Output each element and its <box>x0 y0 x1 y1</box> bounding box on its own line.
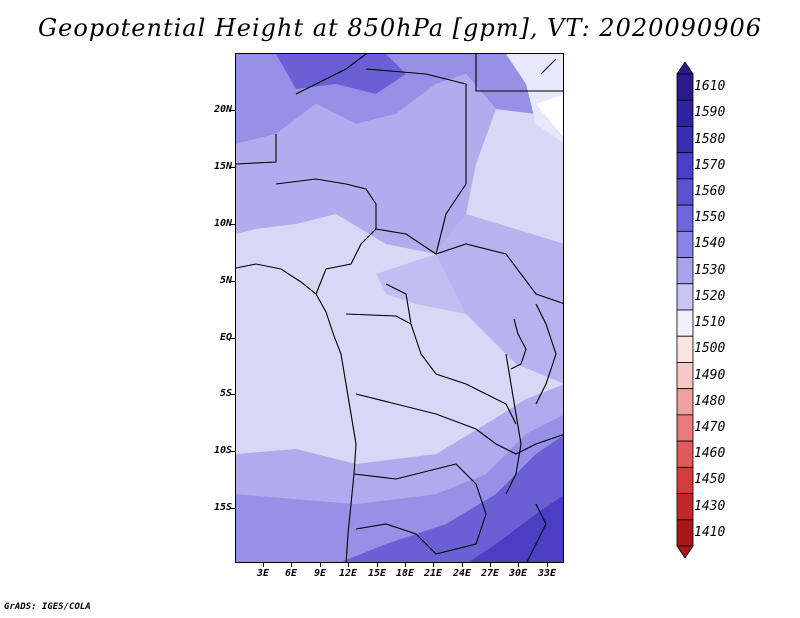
lon-tick-mark <box>433 563 434 567</box>
lat-tick-label: 15N <box>213 161 232 172</box>
legend-level-label: 1520 <box>694 288 726 304</box>
legend-swatch <box>676 230 694 258</box>
lon-tick-mark <box>348 563 349 567</box>
color-legend-bar <box>676 62 694 558</box>
legend-arrow-top <box>676 62 694 75</box>
lon-tick-label: 24E <box>452 568 472 579</box>
legend-level-label: 1500 <box>694 341 726 357</box>
lon-tick-mark <box>547 563 548 567</box>
legend-level-label: 1470 <box>694 420 726 435</box>
legend-level-label: 1590 <box>694 105 726 121</box>
lon-tick-mark <box>462 563 463 567</box>
legend-level-label: 1540 <box>694 236 726 252</box>
lat-tick-mark <box>230 394 235 395</box>
legend-level-label: 1580 <box>694 131 726 147</box>
lat-tick-label: 20N <box>213 104 232 115</box>
lon-tick-label: 9E <box>313 568 327 579</box>
legend-swatch <box>676 440 694 468</box>
lon-tick-mark <box>320 563 321 567</box>
legend-swatch <box>676 388 694 416</box>
legend-level-label: 1530 <box>694 262 726 278</box>
legend-level-label: 1510 <box>694 315 726 331</box>
legend-swatch <box>676 493 694 521</box>
legend-level-label: 1550 <box>694 210 726 226</box>
legend-swatch <box>676 466 694 494</box>
lon-tick-label: 12E <box>338 568 358 579</box>
legend-level-label: 1610 <box>694 79 726 95</box>
lon-tick-mark <box>490 563 491 567</box>
lon-tick-mark <box>405 563 406 567</box>
lat-tick-label: EQ <box>219 332 232 343</box>
lat-tick-label: 15S <box>213 502 232 513</box>
lon-tick-label: 33E <box>537 568 557 579</box>
legend-swatch <box>676 362 694 390</box>
legend-level-label: 1480 <box>694 393 726 409</box>
legend-swatch <box>676 414 694 442</box>
lat-tick-mark <box>230 451 235 452</box>
legend-swatch <box>676 152 694 180</box>
legend-swatch <box>676 73 694 101</box>
lon-tick-label: 3E <box>256 568 270 579</box>
geopotential-field <box>236 54 563 562</box>
map-panel <box>235 53 564 563</box>
lat-tick-label: 5S <box>219 388 232 399</box>
legend-swatch <box>676 519 694 547</box>
lat-tick-label: 5N <box>219 275 232 286</box>
legend-level-label: 1460 <box>694 446 726 462</box>
legend-swatch <box>676 178 694 206</box>
lon-tick-mark <box>263 563 264 567</box>
map-title: Geopotential Height at 850hPa [gpm], VT:… <box>38 14 762 42</box>
legend-level-label: 1570 <box>694 157 726 173</box>
legend-swatch <box>676 335 694 363</box>
lon-tick-label: 18E <box>395 568 415 579</box>
lon-tick-label: 15E <box>367 568 387 579</box>
legend-arrow-bottom <box>676 545 694 558</box>
lat-tick-label: 10N <box>213 218 232 229</box>
legend-level-label: 1430 <box>694 498 726 514</box>
lat-tick-mark <box>230 110 235 111</box>
lat-tick-mark <box>230 167 235 168</box>
lon-tick-mark <box>377 563 378 567</box>
lon-tick-label: 30E <box>508 568 528 579</box>
legend-swatch <box>676 99 694 127</box>
legend-level-label: 1410 <box>694 524 726 540</box>
legend-swatch <box>676 126 694 154</box>
legend-swatch <box>676 309 694 337</box>
lat-tick-mark <box>230 338 235 339</box>
lon-tick-mark <box>291 563 292 567</box>
lat-tick-mark <box>230 508 235 509</box>
grads-credit: GrADS: IGES/COLA <box>4 602 91 612</box>
lon-tick-label: 6E <box>284 568 298 579</box>
legend-swatch <box>676 283 694 311</box>
lat-tick-mark <box>230 281 235 282</box>
lat-tick-mark <box>230 224 235 225</box>
legend-swatch <box>676 204 694 232</box>
lat-tick-label: 10S <box>213 445 232 456</box>
legend-level-label: 1450 <box>694 472 726 488</box>
lon-tick-mark <box>518 563 519 567</box>
legend-level-label: 1560 <box>694 184 726 199</box>
lon-tick-label: 27E <box>480 568 500 579</box>
legend-level-label: 1490 <box>694 367 726 383</box>
legend-swatch <box>676 257 694 285</box>
lon-tick-label: 21E <box>423 568 443 579</box>
